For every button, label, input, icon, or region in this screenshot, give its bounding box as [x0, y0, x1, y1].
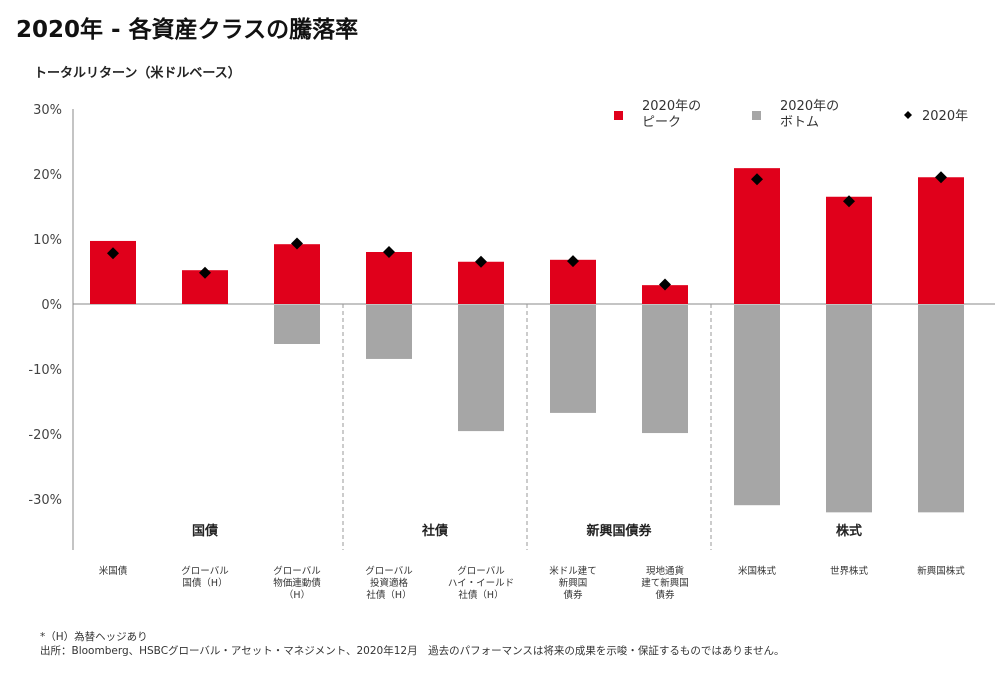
legend-label: ピーク [642, 115, 681, 130]
legend-label: ボトム [780, 115, 819, 130]
bar-peak [458, 261, 504, 304]
marker-2020 [567, 255, 579, 268]
bar-bottom [458, 305, 504, 432]
category-label: 債券 [563, 589, 583, 601]
legend-label: 2020年 [922, 109, 968, 124]
category-label: 社債（H） [366, 589, 411, 601]
category-label: 世界株式 [830, 565, 869, 577]
y-tick-label: 20% [33, 168, 62, 183]
marker-2020 [475, 255, 487, 268]
category-label: 債券 [655, 589, 675, 601]
marker-2020 [107, 247, 119, 260]
category-label: グローバル [181, 565, 229, 577]
bar-peak [550, 259, 596, 304]
y-tick-label: -10% [28, 363, 62, 378]
category-label: 米ドル建て [549, 565, 597, 577]
category-label: （H） [284, 589, 310, 601]
category-label: 米国株式 [738, 565, 777, 577]
category-label: 社債（H） [458, 589, 503, 601]
category-label: グローバル [365, 565, 413, 577]
bar-bottom [550, 305, 596, 413]
category-label: 投資適格 [370, 577, 409, 589]
y-tick-label: -30% [28, 493, 62, 508]
bar-peak [734, 168, 780, 304]
marker-2020 [843, 195, 855, 208]
y-axis-label: トータルリターン（米ドルベース） [34, 66, 241, 81]
category-label: 現地通貨 [646, 565, 684, 577]
bar-bottom [366, 305, 412, 359]
bar-peak [826, 196, 872, 304]
marker-2020 [291, 237, 303, 250]
bar-bottom [826, 305, 872, 513]
category-label: 新興国 [559, 577, 588, 589]
bar-bottom [734, 305, 780, 506]
legend-label: 2020年の [780, 99, 839, 114]
category-label: グローバル [273, 565, 321, 577]
category-label: グローバル [457, 565, 505, 577]
group-label: 社債 [421, 523, 448, 539]
group-label: 新興国債券 [586, 523, 652, 539]
category-label: 国債（H） [182, 577, 227, 589]
marker-2020 [751, 173, 763, 186]
marker-2020 [199, 266, 211, 279]
bar-peak [366, 252, 412, 304]
y-tick-label: 0% [41, 298, 62, 313]
category-label: 物価連動債 [273, 577, 321, 589]
bar-bottom [918, 305, 964, 513]
bar-peak [274, 244, 320, 304]
group-label: 国債 [192, 523, 218, 539]
bar-bottom [274, 305, 320, 344]
bar-peak [918, 177, 964, 304]
y-tick-label: -20% [28, 428, 62, 443]
footnote-source: 出所：Bloomberg、HSBCグローバル・アセット・マネジメント、2020年… [40, 645, 785, 657]
y-tick-label: 10% [33, 233, 62, 248]
legend-marker [904, 111, 912, 119]
category-label: 建て新興国 [641, 577, 689, 589]
chart-title: 2020年 - 各資産クラスの騰落率 [16, 17, 359, 43]
bar-peak [642, 285, 688, 304]
group-label: 株式 [836, 523, 862, 539]
legend-swatch [752, 111, 761, 120]
category-label: 新興国株式 [917, 565, 965, 577]
category-label: 米国債 [99, 565, 128, 577]
footnote-hedge: *（H）為替ヘッジあり [40, 631, 148, 643]
marker-2020 [383, 246, 395, 258]
y-tick-label: 30% [33, 103, 62, 118]
legend-swatch [614, 111, 623, 120]
category-label: ハイ・イールド [448, 578, 514, 589]
marker-2020 [935, 171, 947, 184]
marker-2020 [659, 278, 671, 291]
bar-bottom [642, 305, 688, 434]
legend-label: 2020年の [642, 99, 701, 114]
